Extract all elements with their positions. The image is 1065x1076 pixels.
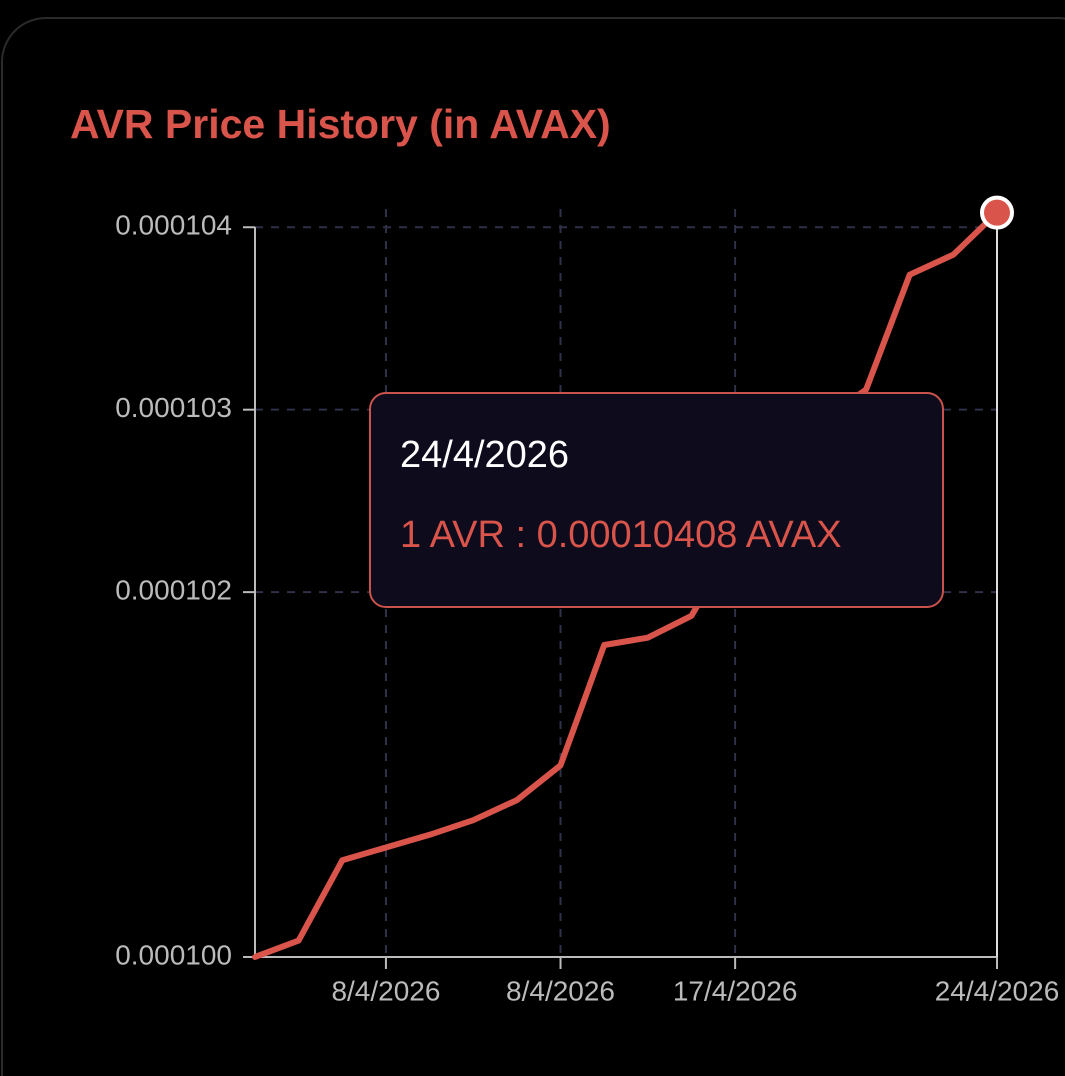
y-tick-label: 0.000100 (115, 939, 232, 970)
x-tick-label: 17/4/2026 (673, 975, 798, 1006)
y-tick-label: 0.000103 (115, 392, 232, 423)
y-tick-label: 0.000102 (115, 575, 232, 606)
tooltip-box (369, 392, 944, 608)
x-tick-label: 24/4/2026 (935, 975, 1060, 1006)
tooltip-date: 24/4/2026 (400, 434, 569, 476)
tooltip-value: 1 AVR : 0.00010408 AVAX (400, 514, 842, 556)
price-line (252, 209, 1000, 960)
tooltip: 24/4/2026 1 AVR : 0.00010408 AVAX (369, 392, 944, 608)
x-tick-label: 8/4/2026 (331, 975, 440, 1006)
hover-point (980, 195, 1014, 230)
plot (252, 195, 1014, 960)
y-tick-label: 0.000104 (115, 210, 232, 241)
axes: 0.000100 0.000102 0.000103 0.000104 8/4/2026… (115, 210, 1059, 1007)
chart-title: AVR Price History (in AVAX) (70, 101, 611, 147)
x-tick-label: 8/4/2026 (506, 975, 615, 1006)
